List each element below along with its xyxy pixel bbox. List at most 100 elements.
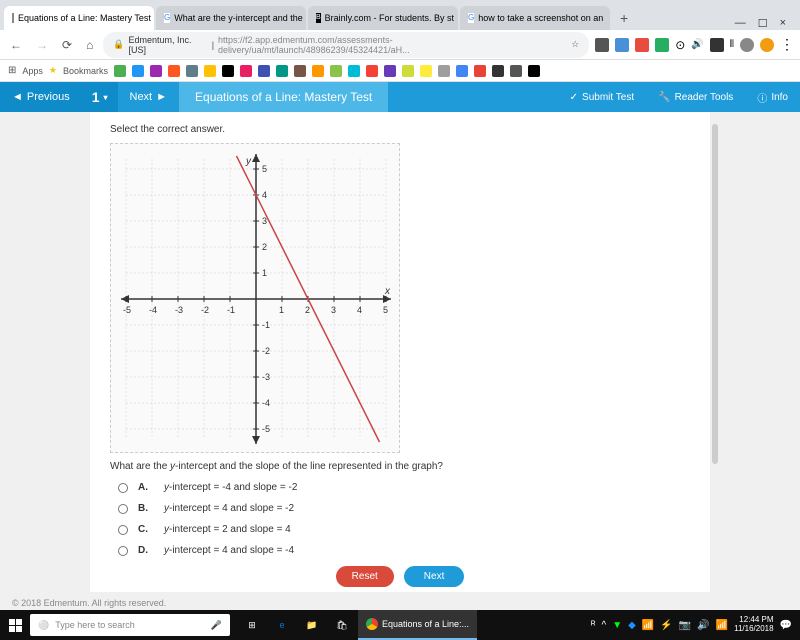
bookmark-icon[interactable] xyxy=(186,65,198,77)
wifi-icon[interactable]: 📶 xyxy=(716,620,728,631)
bookmark-icon[interactable] xyxy=(150,65,162,77)
radio-input[interactable] xyxy=(118,483,128,493)
tray-icon[interactable]: 🔊 xyxy=(697,620,709,631)
tray-icon[interactable]: ᴿ xyxy=(591,620,596,631)
taskbar-app-chrome[interactable]: Equations of a Line:... xyxy=(358,610,477,640)
bookmark-icon[interactable] xyxy=(132,65,144,77)
tray-icon[interactable]: ^ xyxy=(602,620,607,631)
bookmark-icon[interactable] xyxy=(312,65,324,77)
bookmarks-label[interactable]: Bookmarks xyxy=(63,66,108,76)
bookmark-icon[interactable] xyxy=(528,65,540,77)
question-text: What are the y-intercept and the slope o… xyxy=(110,461,690,472)
option-c[interactable]: C. y-intercept = 2 and slope = 4 xyxy=(118,524,690,535)
back-icon[interactable]: ← xyxy=(6,36,26,54)
tray-icon[interactable]: ⚡ xyxy=(660,620,672,631)
ext-icon[interactable] xyxy=(655,38,669,52)
edge-icon[interactable]: e xyxy=(268,610,296,640)
svg-text:2: 2 xyxy=(305,305,310,315)
bookmark-icon[interactable] xyxy=(276,65,288,77)
ext-icon[interactable] xyxy=(615,38,629,52)
bookmark-icon[interactable] xyxy=(294,65,306,77)
reload-icon[interactable]: ⟳ xyxy=(58,36,76,54)
bookmark-icon[interactable] xyxy=(420,65,432,77)
forward-icon[interactable]: → xyxy=(32,36,52,54)
start-button[interactable] xyxy=(0,610,30,640)
question-number[interactable]: 1 ▾ xyxy=(82,82,118,112)
bookmark-icon[interactable] xyxy=(240,65,252,77)
home-icon[interactable]: ⌂ xyxy=(82,36,97,54)
new-tab-button[interactable]: + xyxy=(612,6,636,30)
tray-icon[interactable]: ◆ xyxy=(628,620,636,631)
bookmark-icon[interactable] xyxy=(384,65,396,77)
bookmark-icon[interactable] xyxy=(492,65,504,77)
previous-button[interactable]: ◄ Previous xyxy=(0,82,82,112)
maximize-icon[interactable]: ☐ xyxy=(758,17,768,30)
option-b[interactable]: B. y-intercept = 4 and slope = -2 xyxy=(118,503,690,514)
ext-icon[interactable] xyxy=(595,38,609,52)
svg-text:-2: -2 xyxy=(201,305,209,315)
mic-icon[interactable]: 🎤 xyxy=(211,620,222,631)
menu-icon[interactable]: ⋮ xyxy=(780,36,794,53)
browser-tab[interactable]: G What are the y-intercept and the × xyxy=(156,6,306,30)
minimize-icon[interactable]: — xyxy=(735,17,746,30)
info-button[interactable]: ⓘ Info xyxy=(745,82,800,112)
bookmark-icon[interactable] xyxy=(456,65,468,77)
option-d[interactable]: D. y-intercept = 4 and slope = -4 xyxy=(118,545,690,556)
explorer-icon[interactable]: 📁 xyxy=(298,610,326,640)
bookmark-icon[interactable] xyxy=(510,65,522,77)
next-button[interactable]: Next ► xyxy=(118,82,180,112)
bookmark-icon[interactable] xyxy=(204,65,216,77)
radio-input[interactable] xyxy=(118,525,128,535)
radio-input[interactable] xyxy=(118,504,128,514)
radio-input[interactable] xyxy=(118,546,128,556)
close-icon[interactable]: × xyxy=(780,17,786,30)
task-view-icon[interactable]: ⊞ xyxy=(238,610,266,640)
address-bar: ← → ⟳ ⌂ 🔒 Edmentum, Inc. [US] | https://… xyxy=(0,30,800,60)
star-icon[interactable]: ☆ xyxy=(571,39,579,50)
bookmark-icon[interactable] xyxy=(114,65,126,77)
apps-label[interactable]: Apps xyxy=(22,66,43,76)
ext-icon[interactable]: 🔊 xyxy=(691,39,703,50)
bookmark-icon[interactable] xyxy=(168,65,180,77)
option-a[interactable]: A. y-intercept = -4 and slope = -2 xyxy=(118,482,690,493)
tray-icon[interactable]: 📷 xyxy=(679,620,691,631)
next-button[interactable]: Next xyxy=(404,566,465,587)
submit-test-button[interactable]: ✓ Submit Test xyxy=(558,82,646,112)
bookmarks-bar: ⊞ Apps ★ Bookmarks xyxy=(0,60,800,82)
apps-icon[interactable]: ⊞ xyxy=(8,65,16,76)
tray-icon[interactable]: ▼ xyxy=(612,620,622,631)
bookmark-icon[interactable] xyxy=(222,65,234,77)
ext-icon[interactable] xyxy=(740,38,754,52)
ext-icon[interactable] xyxy=(635,38,649,52)
bookmark-icon[interactable] xyxy=(402,65,414,77)
question-prompt: Select the correct answer. xyxy=(110,124,690,135)
bookmark-icon[interactable] xyxy=(474,65,486,77)
taskbar-search[interactable]: ⚪ Type here to search 🎤 xyxy=(30,614,230,636)
bookmark-icon[interactable] xyxy=(330,65,342,77)
bookmark-icon[interactable] xyxy=(258,65,270,77)
scrollbar[interactable] xyxy=(712,124,718,464)
reader-tools-button[interactable]: 🔧 Reader Tools xyxy=(646,82,745,112)
url-input[interactable]: 🔒 Edmentum, Inc. [US] | https://f2.app.e… xyxy=(103,32,589,58)
browser-tab[interactable]: B Brainly.com - For students. By st × xyxy=(308,6,458,30)
browser-tab-active[interactable]: Equations of a Line: Mastery Test × xyxy=(4,6,154,30)
store-icon[interactable]: 🛍 xyxy=(328,610,356,640)
info-icon: ⓘ xyxy=(757,90,767,105)
svg-text:1: 1 xyxy=(262,268,267,278)
bookmark-icon[interactable] xyxy=(366,65,378,77)
bookmark-icon[interactable] xyxy=(348,65,360,77)
reset-button[interactable]: Reset xyxy=(336,566,394,587)
tray-icon[interactable]: 📶 xyxy=(642,620,654,631)
notifications-icon[interactable]: 💬 xyxy=(780,620,792,631)
ext-icon[interactable] xyxy=(760,38,774,52)
system-tray: ᴿ ^ ▼ ◆ 📶 ⚡ 📷 🔊 📶 12:44 PM 11/16/2018 💬 xyxy=(591,616,800,634)
ext-icon[interactable]: ⫴ xyxy=(730,39,734,50)
content-area: Select the correct answer. -5-4-3-2-1123… xyxy=(0,112,800,592)
bookmark-icon[interactable] xyxy=(438,65,450,77)
ext-icon[interactable] xyxy=(710,38,724,52)
taskbar-clock[interactable]: 12:44 PM 11/16/2018 xyxy=(734,616,773,634)
svg-text:-5: -5 xyxy=(262,424,270,434)
ext-icon[interactable]: ⊙ xyxy=(675,38,685,52)
svg-text:4: 4 xyxy=(357,305,362,315)
browser-tab[interactable]: G how to take a screenshot on an × xyxy=(460,6,610,30)
